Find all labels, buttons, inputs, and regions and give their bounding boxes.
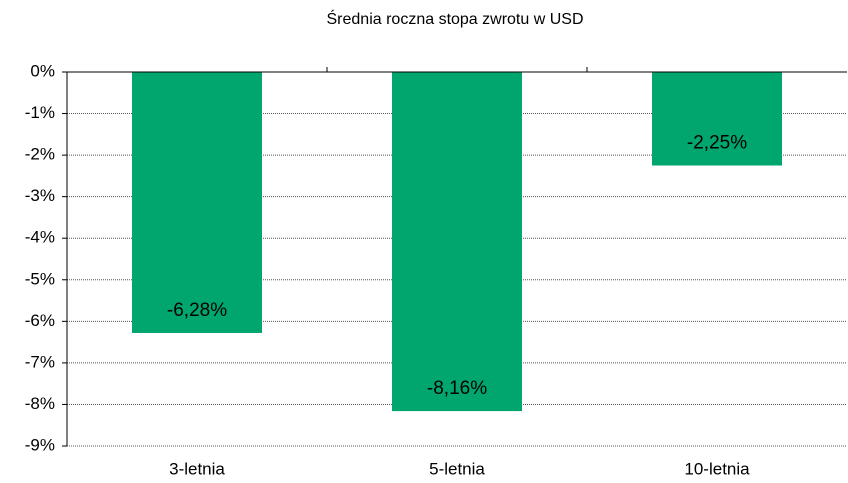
value-label: -2,25% (687, 133, 747, 154)
bar (132, 72, 262, 333)
y-tick-label: -9% (25, 435, 55, 454)
x-tick-label: 3-letnia (169, 459, 225, 478)
y-tick-label: -3% (25, 186, 55, 205)
y-tick-label: -5% (25, 269, 55, 288)
y-tick-label: -2% (25, 145, 55, 164)
chart-title: Średnia roczna stopa zwrotu w USD (327, 9, 584, 28)
y-tick-label: -6% (25, 311, 55, 330)
y-tick-label: -4% (25, 228, 55, 247)
y-tick-label: -7% (25, 352, 55, 371)
x-tick-label: 10-letnia (684, 459, 750, 478)
bar (392, 72, 522, 412)
x-tick-label: 5-letnia (429, 459, 485, 478)
y-tick-label: 0% (30, 61, 55, 80)
value-label: -8,16% (427, 378, 487, 399)
y-tick-label: -1% (25, 103, 55, 122)
y-tick-label: -8% (25, 394, 55, 413)
value-label: -6,28% (167, 300, 227, 321)
bar (652, 72, 782, 166)
